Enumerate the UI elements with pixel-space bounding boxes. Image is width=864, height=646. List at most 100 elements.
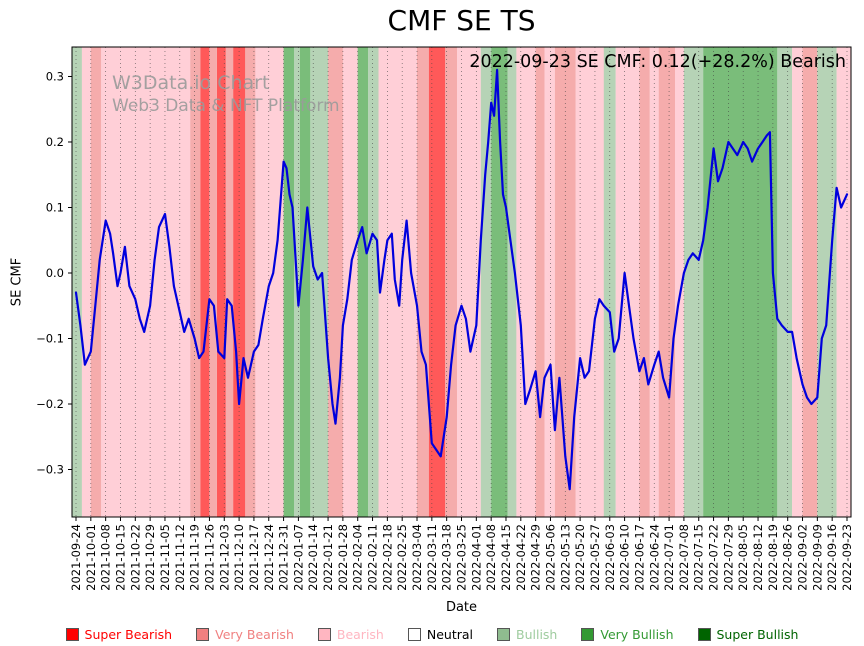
band-bearish xyxy=(457,47,481,517)
x-tick-label: 2022-04-08 xyxy=(484,524,498,591)
x-tick-label: 2022-05-27 xyxy=(588,524,602,591)
legend-swatch-very_bearish xyxy=(196,628,210,641)
band-bearish xyxy=(575,47,604,517)
band-bearish xyxy=(516,47,536,517)
band-bearish xyxy=(836,47,851,517)
band-very_bearish xyxy=(445,47,458,517)
x-tick-label: 2021-12-24 xyxy=(262,524,276,591)
legend-swatch-bearish xyxy=(317,628,331,641)
x-tick-label: 2022-01-14 xyxy=(306,524,320,591)
band-very_bearish xyxy=(328,47,343,517)
legend-item-super_bearish: Super Bearish xyxy=(65,627,173,642)
legend-swatch-super_bearish xyxy=(65,628,79,641)
legend-label-super_bearish: Super Bearish xyxy=(84,627,173,642)
x-tick-label: 2021-09-24 xyxy=(69,524,83,591)
y-tick-label: −0.2 xyxy=(36,397,64,411)
x-tick-label: 2022-06-24 xyxy=(647,524,661,591)
band-very_bearish xyxy=(417,47,429,517)
legend-label-neutral: Neutral xyxy=(426,627,473,642)
band-bullish xyxy=(72,47,82,517)
x-tick-label: 2022-06-17 xyxy=(632,524,646,591)
x-tick-label: 2022-09-02 xyxy=(796,524,810,591)
band-very_bullish xyxy=(703,47,778,517)
band-very_bearish xyxy=(535,47,545,517)
x-tick-label: 2022-03-18 xyxy=(440,524,454,591)
band-bearish xyxy=(792,47,803,517)
x-tick-label: 2022-07-01 xyxy=(662,524,676,591)
band-bearish xyxy=(101,47,191,517)
band-very_bullish xyxy=(283,47,294,517)
x-tick-label: 2021-11-26 xyxy=(202,524,216,591)
x-tick-label: 2022-08-12 xyxy=(751,524,765,591)
band-very_bearish xyxy=(639,47,650,517)
legend-item-bullish: Bullish xyxy=(497,627,557,642)
x-tick-label: 2022-05-13 xyxy=(558,524,572,591)
band-bullish xyxy=(310,47,329,517)
watermark: W3Data.io Chart Web3 Data & NFT Platform xyxy=(112,72,340,117)
band-bearish xyxy=(615,47,640,517)
x-tick-label: 2022-04-01 xyxy=(469,524,483,591)
x-tick-label: 2022-07-22 xyxy=(707,524,721,591)
x-axis-label: Date xyxy=(445,600,478,615)
x-tick-label: 2022-01-07 xyxy=(291,524,305,591)
legend-item-super_bullish: Super Bullish xyxy=(697,627,798,642)
y-axis-label: SE CMF xyxy=(9,257,25,307)
x-tick-label: 2022-08-05 xyxy=(736,524,750,591)
x-tick-label: 2022-02-04 xyxy=(351,524,365,591)
x-tick-label: 2022-07-08 xyxy=(677,524,691,591)
band-super_bearish xyxy=(200,47,210,517)
x-tick-label: 2022-05-20 xyxy=(573,524,587,591)
x-tick-label: 2022-04-29 xyxy=(529,524,543,591)
band-bullish xyxy=(777,47,793,517)
x-tick-label: 2022-01-28 xyxy=(336,524,350,591)
band-very_bearish xyxy=(190,47,201,517)
legend-swatch-very_bullish xyxy=(581,628,595,641)
x-tick-label: 2022-07-15 xyxy=(692,524,706,591)
band-very_bearish xyxy=(245,47,256,517)
band-very_bullish xyxy=(299,47,311,517)
band-bullish xyxy=(368,47,379,517)
band-bearish xyxy=(675,47,684,517)
x-tick-label: 2021-12-17 xyxy=(247,524,261,591)
legend-item-very_bearish: Very Bearish xyxy=(196,627,294,642)
y-tick-label: 0.2 xyxy=(46,135,64,149)
x-tick-label: 2022-06-10 xyxy=(618,524,632,591)
band-very_bearish xyxy=(658,47,675,517)
legend-label-bullish: Bullish xyxy=(516,627,558,642)
legend-item-bearish: Bearish xyxy=(317,627,384,642)
x-tick-label: 2022-04-15 xyxy=(499,524,513,591)
band-bullish xyxy=(683,47,704,517)
x-tick-label: 2022-06-03 xyxy=(603,524,617,591)
x-tick-label: 2021-10-22 xyxy=(128,524,142,591)
legend: Super Bearish Very Bearish Bearish Neutral B… xyxy=(0,627,864,642)
x-tick-label: 2021-10-15 xyxy=(113,524,127,591)
legend-item-very_bullish: Very Bullish xyxy=(581,627,674,642)
latest-value-annotation: 2022-09-23 SE CMF: 0.12(+28.2%) Bearish xyxy=(469,52,846,72)
band-bearish xyxy=(544,47,555,517)
x-tick-label: 2022-09-09 xyxy=(810,524,824,591)
x-tick-label: 2021-12-10 xyxy=(232,524,246,591)
legend-swatch-bullish xyxy=(497,628,510,641)
y-tick-label: 0.0 xyxy=(46,266,64,280)
band-very_bullish xyxy=(357,47,369,517)
y-tick-label: −0.3 xyxy=(36,463,64,477)
band-bullish xyxy=(480,47,492,517)
legend-label-very_bullish: Very Bullish xyxy=(600,627,674,642)
band-very_bullish xyxy=(491,47,508,517)
band-bullish xyxy=(603,47,616,517)
band-super_bearish xyxy=(428,47,446,517)
x-tick-label: 2022-04-22 xyxy=(514,524,528,591)
x-tick-label: 2021-11-05 xyxy=(158,524,172,591)
band-super_bearish xyxy=(233,47,246,517)
x-tick-label: 2022-08-19 xyxy=(766,524,780,591)
y-tick-label: 0.3 xyxy=(46,69,64,83)
legend-label-bearish: Bearish xyxy=(336,627,384,642)
x-tick-label: 2022-02-18 xyxy=(380,524,394,591)
y-tick-label: 0.1 xyxy=(46,200,64,214)
band-bullish xyxy=(507,47,517,517)
x-tick-label: 2022-09-16 xyxy=(825,524,839,591)
legend-label-very_bearish: Very Bearish xyxy=(215,627,294,642)
cmf-line xyxy=(74,68,849,491)
band-bearish xyxy=(378,47,418,517)
